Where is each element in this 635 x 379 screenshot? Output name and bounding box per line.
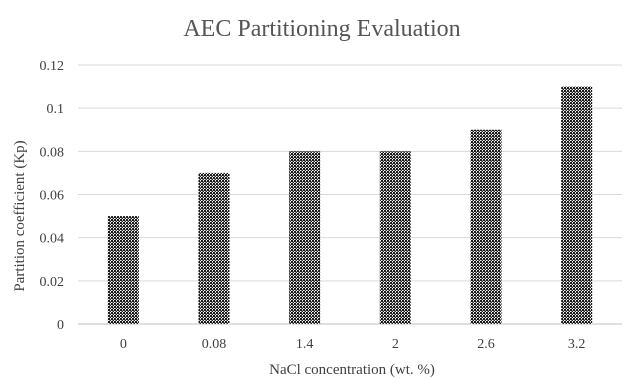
y-tick-label: 0.1 <box>47 102 65 117</box>
x-tick-label: 2.6 <box>477 337 495 352</box>
bar <box>107 216 139 324</box>
bar <box>289 151 321 324</box>
x-tick-label: 0.08 <box>202 337 227 352</box>
y-tick-label: 0.06 <box>40 189 65 204</box>
x-axis-label: NaCl concentration (wt. %) <box>269 362 435 378</box>
x-tick-label: 1.4 <box>296 337 314 352</box>
bar <box>470 129 502 324</box>
x-axis-ticks: 0 0.08 1.4 2 2.6 3.2 <box>120 337 586 352</box>
bars <box>107 86 593 324</box>
y-tick-label: 0.02 <box>40 275 65 290</box>
y-tick-label: 0.08 <box>40 145 65 160</box>
bar <box>198 172 230 324</box>
y-tick-label: 0.04 <box>40 232 65 247</box>
y-axis-ticks: 0 0.02 0.04 0.06 0.08 0.1 0.12 <box>40 59 65 333</box>
x-tick-label: 0 <box>120 337 127 352</box>
chart-title: AEC Partitioning Evaluation <box>183 16 460 42</box>
y-tick-label: 0.12 <box>40 59 65 74</box>
grid-lines <box>78 64 622 325</box>
bar <box>379 151 411 324</box>
x-tick-label: 2 <box>392 337 399 352</box>
x-tick-label: 3.2 <box>568 337 586 352</box>
y-tick-label: 0 <box>57 318 64 333</box>
y-axis-label: Partition coefficient (Kp) <box>12 140 28 291</box>
bar <box>561 86 593 324</box>
